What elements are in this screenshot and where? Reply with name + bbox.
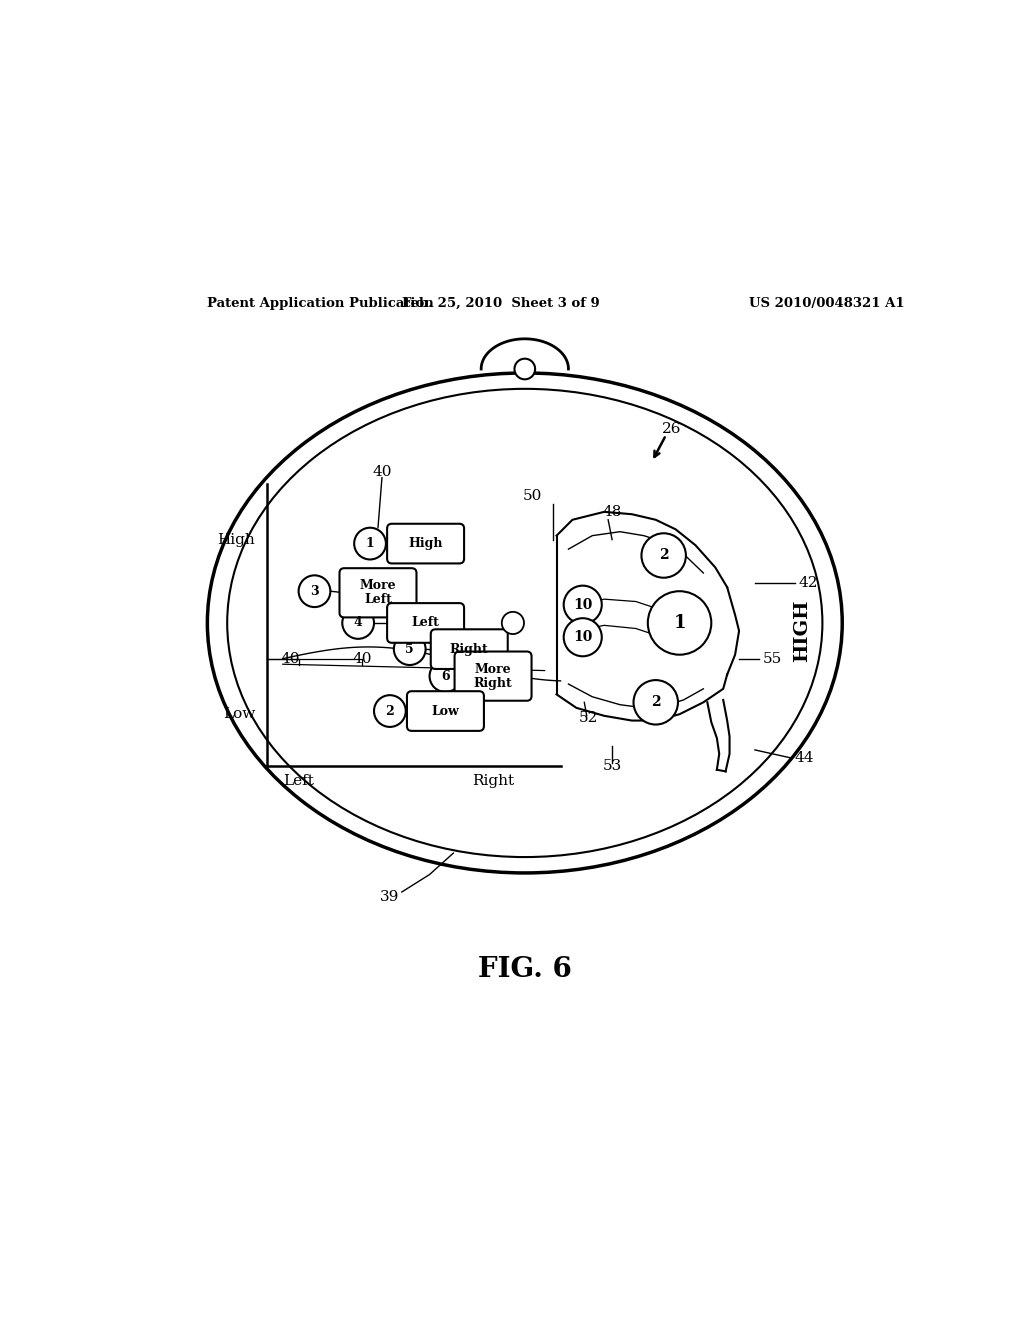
Circle shape <box>563 586 602 624</box>
Text: 53: 53 <box>602 759 622 772</box>
Circle shape <box>648 591 712 655</box>
Polygon shape <box>481 339 568 370</box>
Ellipse shape <box>207 374 842 873</box>
Text: Low: Low <box>223 708 255 721</box>
Text: 10: 10 <box>573 598 593 611</box>
Text: Left: Left <box>284 774 314 788</box>
Text: More
Right: More Right <box>474 663 512 689</box>
Circle shape <box>394 634 426 665</box>
Text: 50: 50 <box>523 488 543 503</box>
Text: 40: 40 <box>372 465 392 479</box>
Text: 1: 1 <box>674 614 686 632</box>
Text: 2: 2 <box>651 696 660 709</box>
Text: 3: 3 <box>310 585 318 598</box>
Circle shape <box>342 607 374 639</box>
Text: 5: 5 <box>406 643 414 656</box>
Text: Low: Low <box>431 705 460 718</box>
FancyBboxPatch shape <box>387 603 464 643</box>
Text: 39: 39 <box>380 890 399 904</box>
FancyBboxPatch shape <box>455 652 531 701</box>
Circle shape <box>634 680 678 725</box>
Text: HIGH: HIGH <box>794 599 812 663</box>
FancyBboxPatch shape <box>340 568 417 618</box>
Text: 44: 44 <box>795 751 814 764</box>
Text: 55: 55 <box>763 652 782 665</box>
Text: 26: 26 <box>662 421 681 436</box>
FancyBboxPatch shape <box>407 692 484 731</box>
Text: FIG. 6: FIG. 6 <box>478 956 571 983</box>
Circle shape <box>354 528 386 560</box>
Circle shape <box>563 618 602 656</box>
Circle shape <box>299 576 331 607</box>
Text: 42: 42 <box>799 577 818 590</box>
Text: US 2010/0048321 A1: US 2010/0048321 A1 <box>749 297 904 310</box>
Text: Right: Right <box>450 643 488 656</box>
Text: Patent Application Publication: Patent Application Publication <box>207 297 434 310</box>
Text: 40: 40 <box>352 652 372 665</box>
Circle shape <box>514 359 536 379</box>
Text: 52: 52 <box>579 711 598 725</box>
Text: Feb. 25, 2010  Sheet 3 of 9: Feb. 25, 2010 Sheet 3 of 9 <box>402 297 600 310</box>
Circle shape <box>374 696 406 727</box>
Text: 48: 48 <box>602 504 622 519</box>
Text: 1: 1 <box>366 537 375 550</box>
Text: Left: Left <box>412 616 439 630</box>
Text: High: High <box>217 533 255 546</box>
Text: More
Left: More Left <box>359 579 396 606</box>
Text: 2: 2 <box>385 705 394 718</box>
Text: 4: 4 <box>353 616 362 630</box>
Circle shape <box>502 612 524 634</box>
FancyBboxPatch shape <box>431 630 508 669</box>
Text: 10: 10 <box>573 630 593 644</box>
Text: 40: 40 <box>281 652 300 665</box>
Circle shape <box>641 533 686 578</box>
Text: Right: Right <box>472 774 514 788</box>
Text: High: High <box>409 537 442 550</box>
Circle shape <box>430 660 462 692</box>
Text: 6: 6 <box>441 669 450 682</box>
Text: 2: 2 <box>658 549 669 562</box>
FancyBboxPatch shape <box>387 524 464 564</box>
